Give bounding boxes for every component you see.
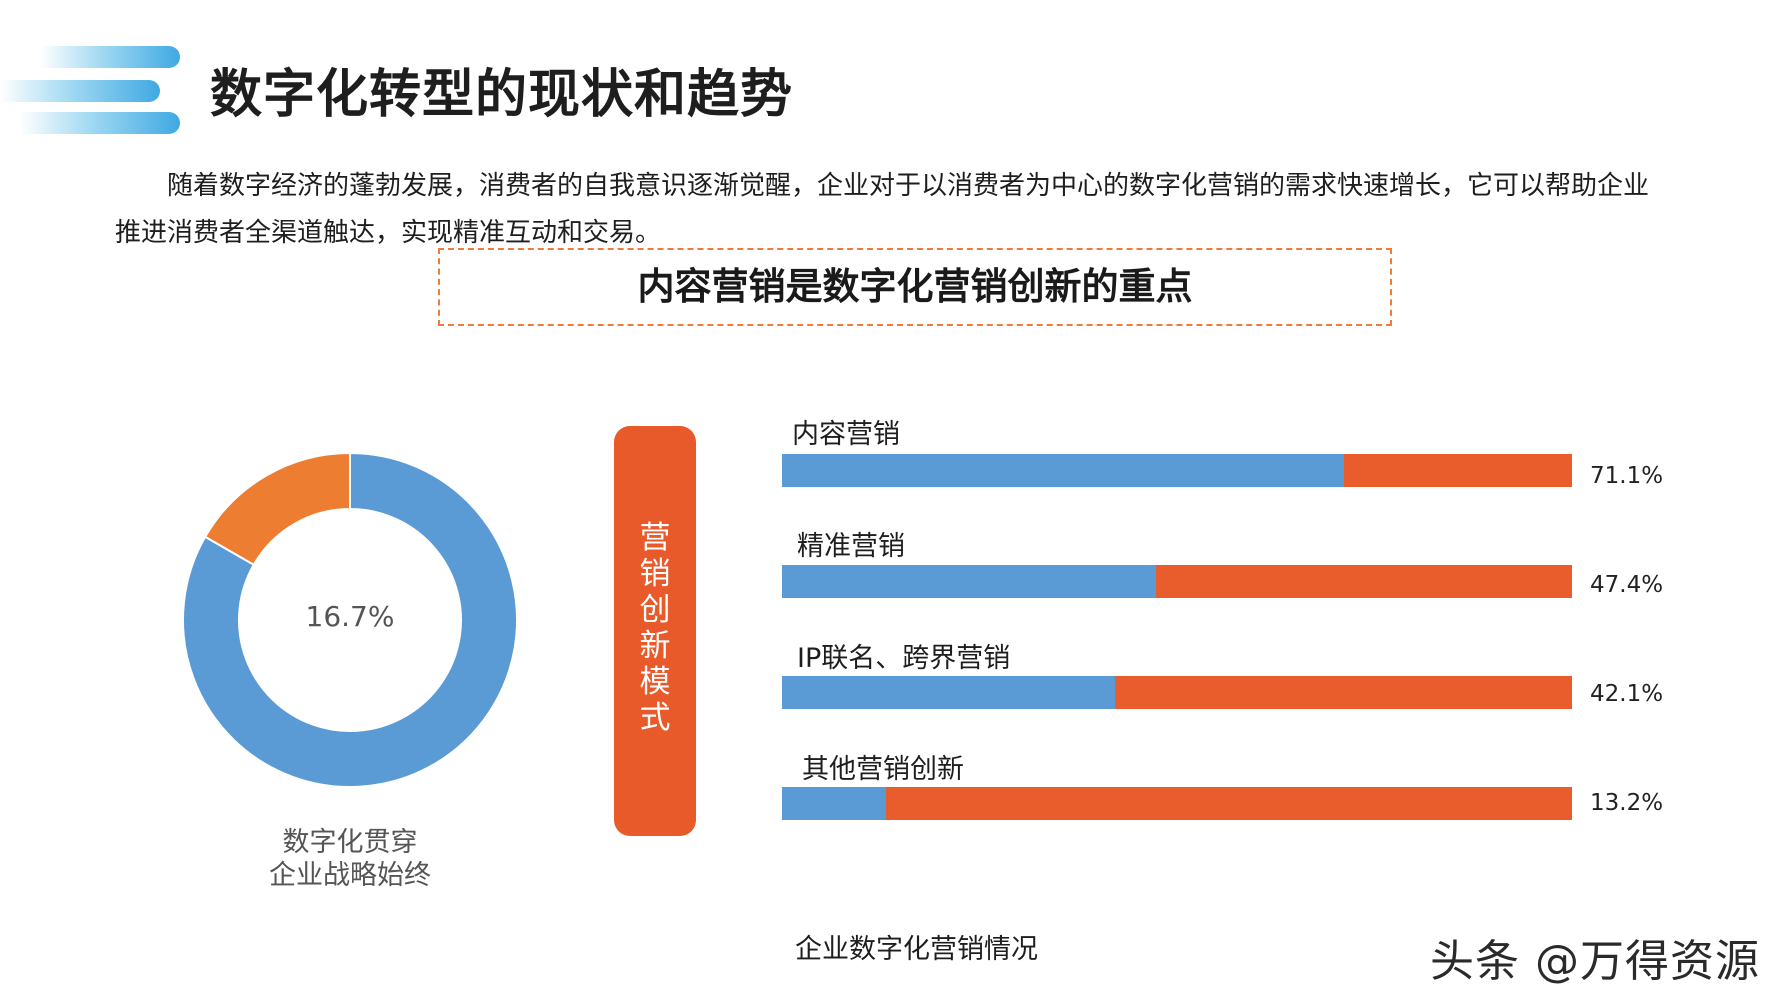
donut-caption: 数字化贯穿 企业战略始终 [200, 826, 500, 892]
header-decoration [0, 46, 180, 136]
page-title: 数字化转型的现状和趋势 [210, 65, 794, 125]
vertical-label-char: 新 [639, 628, 671, 664]
bar-label-0: 内容营销 [792, 419, 900, 450]
vertical-label-pill [614, 426, 696, 836]
bar-track-3 [782, 787, 1572, 820]
bar-track-1 [782, 565, 1572, 598]
vertical-label-char: 销 [639, 556, 671, 592]
bar-value-0: 71.1% [1590, 463, 1664, 489]
bar-value-3: 13.2% [1590, 790, 1664, 816]
intro-paragraph: 随着数字经济的蓬勃发展，消费者的自我意识逐渐觉醒，企业对于以消费者为中心的数字化… [115, 171, 1650, 248]
bar-fill-2 [782, 676, 1115, 709]
bar-fill-3 [782, 787, 887, 820]
watermark: 头条 @万得资源 [1430, 936, 1760, 987]
vertical-label-char: 式 [639, 700, 671, 736]
donut-chart [180, 450, 520, 790]
highlight-text: 内容营销是数字化营销创新的重点 [637, 265, 1193, 308]
bar-fill-0 [782, 454, 1344, 487]
bar-label-2: IP联名、跨界营销 [797, 643, 1011, 674]
bar-value-1: 47.4% [1590, 572, 1664, 598]
highlight-box [438, 248, 1392, 326]
bar-value-2: 42.1% [1590, 681, 1664, 707]
vertical-label-char: 创 [639, 592, 671, 628]
bar-label-3: 其他营销创新 [802, 754, 964, 785]
bar-track-0 [782, 454, 1572, 487]
donut-caption-line2: 企业战略始终 [269, 860, 431, 891]
donut-slice-0 [182, 451, 518, 788]
donut-slice-1 [203, 451, 351, 567]
vertical-label-char: 模 [639, 664, 671, 700]
vertical-label-char: 营 [639, 520, 671, 556]
donut-center-label: 16.7% [305, 600, 395, 633]
bar-fill-1 [782, 565, 1157, 598]
vertical-label-text: 营 销 创 新 模 式 [614, 520, 696, 736]
bar-label-1: 精准营销 [797, 531, 905, 562]
donut-caption-line1: 数字化贯穿 [282, 827, 418, 858]
bar-track-2 [782, 676, 1572, 709]
bar-chart-caption: 企业数字化营销情况 [795, 934, 1038, 965]
